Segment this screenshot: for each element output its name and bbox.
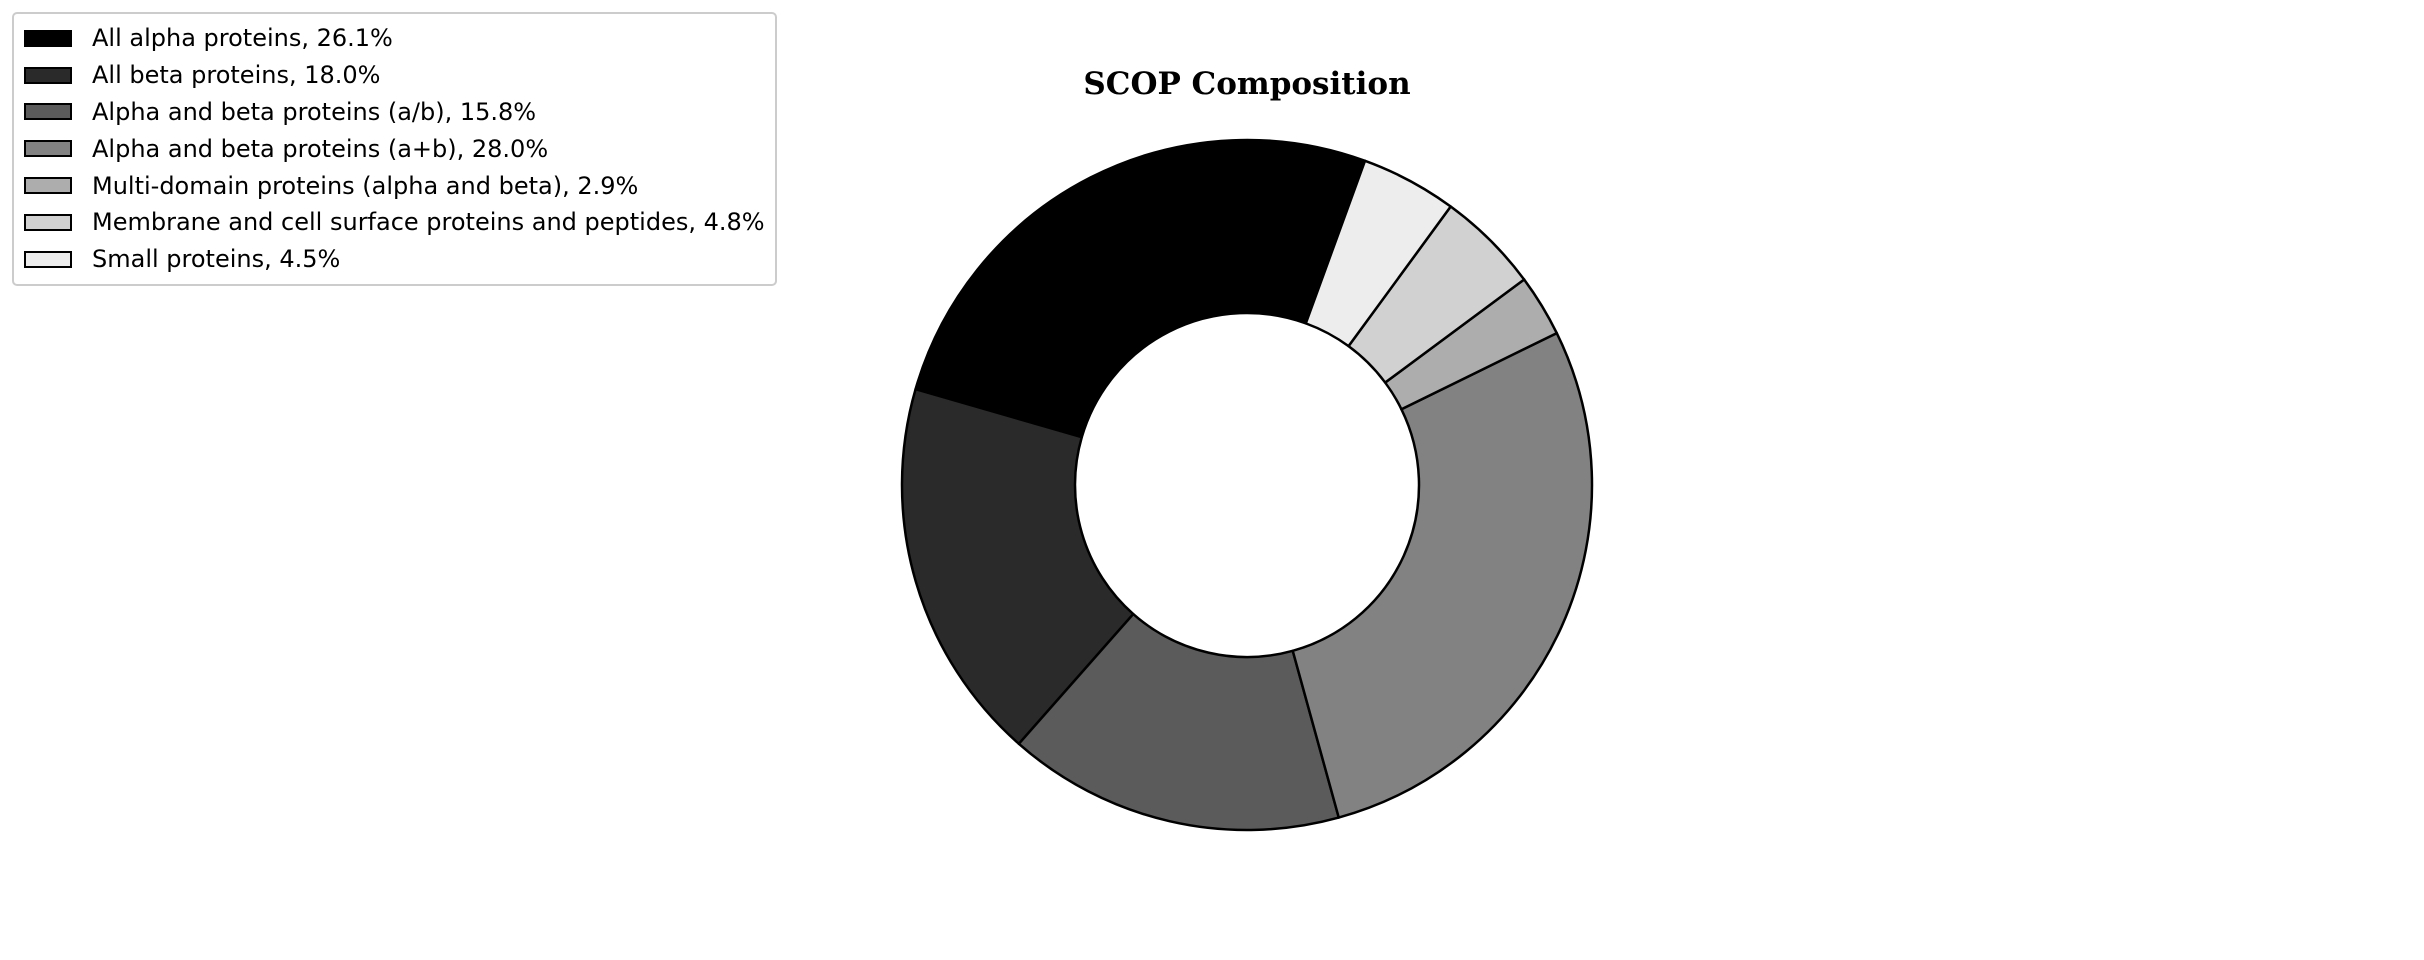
legend-label: Small proteins, 4.5%	[92, 245, 341, 274]
chart-title: SCOP Composition	[1083, 66, 1411, 102]
legend-swatch	[24, 250, 72, 268]
pie-slice	[1304, 159, 1452, 348]
legend-label: All alpha proteins, 26.1%	[92, 24, 393, 53]
legend-swatch	[24, 103, 72, 121]
pie-slice	[900, 387, 1135, 746]
legend-swatch	[24, 213, 72, 231]
chart-legend: All alpha proteins, 26.1% All beta protei…	[12, 12, 777, 286]
legend-item: All alpha proteins, 26.1%	[24, 20, 765, 57]
legend-item: All beta proteins, 18.0%	[24, 57, 765, 94]
legend-swatch	[24, 29, 72, 47]
legend-item: Alpha and beta proteins (a/b), 15.8%	[24, 94, 765, 131]
legend-swatch	[24, 177, 72, 195]
legend-label: Alpha and beta proteins (a/b), 15.8%	[92, 97, 537, 126]
legend-label: Multi-domain proteins (alpha and beta), …	[92, 171, 639, 200]
pie-slice	[1291, 331, 1594, 819]
legend-item: Alpha and beta proteins (a+b), 28.0%	[24, 130, 765, 167]
pie-slice	[914, 138, 1367, 439]
legend-item: Multi-domain proteins (alpha and beta), …	[24, 167, 765, 204]
legend-label: Alpha and beta proteins (a+b), 28.0%	[92, 134, 549, 163]
pie-slice	[1017, 612, 1341, 832]
legend-item: Membrane and cell surface proteins and p…	[24, 204, 765, 241]
legend-label: All beta proteins, 18.0%	[92, 61, 381, 90]
legend-item: Small proteins, 4.5%	[24, 241, 765, 278]
legend-swatch	[24, 66, 72, 84]
legend-swatch	[24, 140, 72, 158]
legend-label: Membrane and cell surface proteins and p…	[92, 208, 765, 237]
